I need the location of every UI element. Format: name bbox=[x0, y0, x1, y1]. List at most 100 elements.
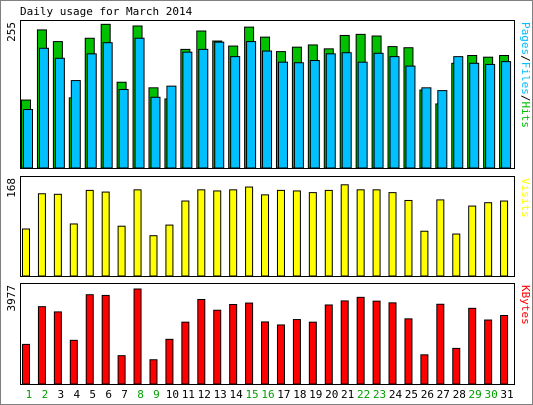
x-tick-label-1: 1 bbox=[26, 388, 33, 401]
bar-files-17 bbox=[277, 61, 288, 169]
bar-visits-23 bbox=[372, 189, 381, 277]
bar-kbytes-16 bbox=[261, 321, 270, 385]
x-tick-label-31: 31 bbox=[500, 388, 513, 401]
bar-files-6 bbox=[102, 42, 113, 169]
bar-files-9 bbox=[150, 96, 161, 169]
x-tick-label-20: 20 bbox=[325, 388, 338, 401]
x-tick-label-25: 25 bbox=[405, 388, 418, 401]
x-tick-label-4: 4 bbox=[73, 388, 80, 401]
bar-files-23 bbox=[373, 52, 384, 169]
panel-usage: 255 Pages/Files/Hits bbox=[5, 20, 532, 169]
x-tick-label-17: 17 bbox=[277, 388, 290, 401]
panel-kbytes-legend-label: KBytes bbox=[519, 285, 532, 325]
bar-files-24 bbox=[389, 56, 400, 169]
bar-visits-6 bbox=[101, 191, 110, 277]
panel-usage-legend-part: / bbox=[519, 55, 532, 62]
panel-usage-legend-part: Pages bbox=[519, 22, 532, 55]
x-tick-label-11: 11 bbox=[182, 388, 195, 401]
bar-kbytes-4 bbox=[69, 339, 78, 385]
bar-visits-29 bbox=[468, 205, 477, 277]
bar-files-20 bbox=[325, 53, 336, 169]
bar-files-28 bbox=[453, 56, 464, 169]
bar-files-18 bbox=[293, 62, 304, 169]
x-tick-label-26: 26 bbox=[421, 388, 434, 401]
bar-kbytes-18 bbox=[292, 319, 301, 385]
bar-kbytes-24 bbox=[388, 302, 397, 385]
bar-visits-16 bbox=[261, 194, 270, 277]
x-tick-label-2: 2 bbox=[42, 388, 49, 401]
bar-files-27 bbox=[437, 90, 448, 169]
bar-files-29 bbox=[469, 62, 480, 169]
panel-kbytes-max-label: 3977 bbox=[5, 285, 18, 312]
bar-visits-1 bbox=[22, 228, 30, 277]
bar-files-19 bbox=[309, 60, 320, 169]
bar-kbytes-26 bbox=[420, 354, 429, 385]
panel-usage-legend-part: Files bbox=[519, 62, 532, 95]
bar-files-25 bbox=[405, 65, 416, 169]
bar-files-31 bbox=[501, 61, 512, 169]
bar-kbytes-17 bbox=[276, 324, 285, 385]
chart-title: Daily usage for March 2014 bbox=[20, 5, 193, 18]
x-tick-label-15: 15 bbox=[245, 388, 258, 401]
bar-visits-4 bbox=[69, 223, 78, 277]
bar-visits-30 bbox=[484, 202, 493, 277]
x-tick-label-30: 30 bbox=[484, 388, 497, 401]
bar-files-2 bbox=[38, 47, 49, 169]
x-tick-label-22: 22 bbox=[357, 388, 370, 401]
panel-visits-bars bbox=[22, 184, 509, 277]
bar-visits-2 bbox=[37, 193, 46, 277]
x-tick-label-12: 12 bbox=[198, 388, 211, 401]
bar-kbytes-27 bbox=[436, 303, 445, 385]
bar-visits-24 bbox=[388, 192, 397, 277]
panel-visits-legend-label: Visits bbox=[519, 178, 532, 218]
bar-kbytes-21 bbox=[340, 300, 349, 385]
x-tick-label-9: 9 bbox=[153, 388, 160, 401]
panel-usage-legend-part: Hits bbox=[519, 102, 532, 129]
bar-visits-21 bbox=[340, 184, 349, 277]
bar-visits-19 bbox=[308, 192, 317, 277]
panel-usage-legend-label: Pages/Files/Hits bbox=[519, 22, 532, 128]
bar-files-13 bbox=[214, 41, 225, 169]
bar-files-16 bbox=[262, 50, 273, 169]
bar-kbytes-11 bbox=[181, 321, 190, 385]
bar-visits-18 bbox=[292, 190, 301, 277]
bar-kbytes-10 bbox=[165, 338, 174, 385]
bar-kbytes-29 bbox=[468, 307, 477, 385]
bar-kbytes-14 bbox=[229, 304, 238, 385]
bar-kbytes-20 bbox=[324, 304, 333, 385]
panel-usage-bars bbox=[21, 23, 512, 169]
bar-files-14 bbox=[230, 56, 241, 169]
bar-visits-5 bbox=[85, 189, 94, 277]
x-tick-label-29: 29 bbox=[469, 388, 482, 401]
bar-kbytes-30 bbox=[484, 319, 493, 385]
bar-files-30 bbox=[485, 63, 496, 169]
x-tick-label-19: 19 bbox=[309, 388, 322, 401]
x-tick-label-5: 5 bbox=[89, 388, 96, 401]
bar-visits-9 bbox=[149, 235, 158, 277]
bar-files-3 bbox=[54, 57, 65, 169]
bar-visits-17 bbox=[276, 189, 285, 277]
x-tick-label-27: 27 bbox=[437, 388, 450, 401]
bar-files-8 bbox=[134, 37, 145, 169]
bar-files-4 bbox=[70, 80, 81, 169]
bar-visits-25 bbox=[404, 199, 413, 277]
bar-kbytes-13 bbox=[213, 309, 222, 385]
x-tick-label-10: 10 bbox=[166, 388, 179, 401]
bar-visits-12 bbox=[197, 189, 206, 277]
panel-usage-legend-part: / bbox=[519, 95, 532, 102]
bar-kbytes-25 bbox=[404, 318, 413, 385]
panel-kbytes-bars bbox=[22, 288, 509, 385]
bar-kbytes-31 bbox=[500, 314, 509, 385]
bar-kbytes-3 bbox=[53, 311, 62, 385]
x-tick-label-6: 6 bbox=[105, 388, 112, 401]
bar-kbytes-2 bbox=[37, 306, 46, 385]
bar-visits-10 bbox=[165, 224, 174, 277]
panel-kbytes: 3977 KBytes bbox=[5, 283, 532, 385]
bar-visits-22 bbox=[356, 189, 365, 277]
bar-kbytes-8 bbox=[133, 288, 142, 385]
bar-files-22 bbox=[357, 61, 368, 169]
bar-kbytes-12 bbox=[197, 298, 206, 385]
x-tick-label-13: 13 bbox=[214, 388, 227, 401]
bar-visits-8 bbox=[133, 189, 142, 277]
